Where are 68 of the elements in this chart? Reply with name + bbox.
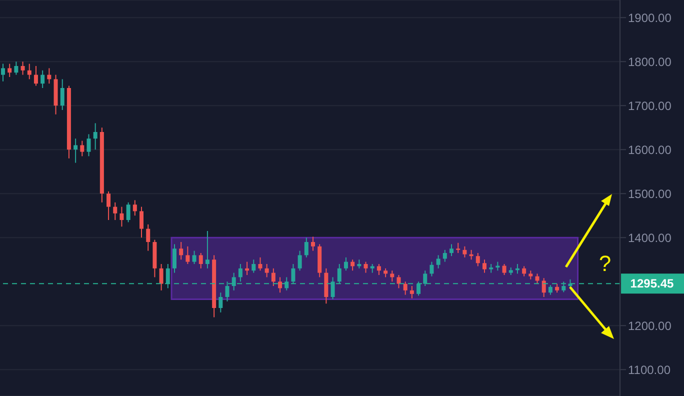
candlestick (311, 236, 315, 252)
candlestick (186, 246, 190, 264)
candlestick (93, 122, 98, 150)
candlestick (146, 224, 150, 252)
candlestick (159, 264, 164, 291)
ref-line-label: 1295.45 (630, 276, 674, 291)
candlestick (40, 70, 45, 88)
candlestick (258, 256, 262, 272)
candlestick (344, 256, 348, 272)
candlestick (403, 281, 408, 296)
candlestick (502, 264, 506, 276)
candlestick (218, 292, 223, 313)
y-tick-label: 1200.00 (628, 318, 672, 333)
candlestick (482, 259, 486, 274)
candlestick (1, 63, 5, 82)
candlestick (450, 244, 454, 257)
y-tick-label: 1400.00 (628, 230, 672, 245)
candlestick (205, 230, 210, 269)
candlestick (350, 259, 355, 272)
candlestick (120, 206, 124, 228)
candlestick (80, 140, 84, 157)
candlestick (548, 284, 552, 296)
candlestick (271, 268, 276, 286)
candlestick (252, 259, 256, 274)
y-tick-label: 1600.00 (628, 142, 672, 157)
candlestick (14, 61, 18, 76)
candlestick (172, 244, 176, 274)
y-tick-label: 1700.00 (628, 98, 672, 113)
candlestick (132, 200, 137, 216)
candlestick (522, 266, 526, 277)
y-tick-label: 1900.00 (628, 10, 672, 25)
y-tick-label: 1800.00 (628, 54, 672, 69)
candlestick (86, 134, 91, 157)
candlestick (192, 250, 196, 264)
candlestick (304, 237, 308, 258)
candlestick (535, 273, 540, 284)
candlestick (198, 252, 203, 269)
candlestick (442, 249, 447, 262)
candlestick (126, 202, 130, 223)
candlestick (542, 278, 546, 298)
candlestick (34, 66, 38, 86)
y-tick-label: 1100.00 (628, 362, 671, 377)
candlestick (430, 261, 434, 277)
candlestick (27, 63, 32, 80)
candlestick (436, 254, 440, 269)
candlestick (410, 286, 414, 299)
candlestick (278, 276, 282, 294)
candlestick (376, 264, 381, 276)
candlestick (390, 270, 394, 282)
candlestick (364, 261, 368, 274)
candlestick (20, 61, 25, 76)
candlestick (74, 138, 78, 164)
candlestick (106, 190, 111, 220)
candlestick (245, 261, 250, 276)
candlestick (47, 68, 52, 84)
candlestick (456, 242, 460, 254)
candlestick (60, 78, 64, 110)
candlestick (179, 242, 184, 260)
candlestick (298, 250, 302, 272)
candlestick (462, 246, 467, 258)
candlestick (8, 63, 12, 78)
text: ? (598, 251, 612, 276)
candlestick (264, 264, 269, 278)
y-tick-label: 1500.00 (628, 186, 672, 201)
candlestick (396, 274, 401, 289)
candlestick (140, 206, 144, 238)
candlestick (113, 202, 118, 220)
candlestick (476, 252, 480, 267)
